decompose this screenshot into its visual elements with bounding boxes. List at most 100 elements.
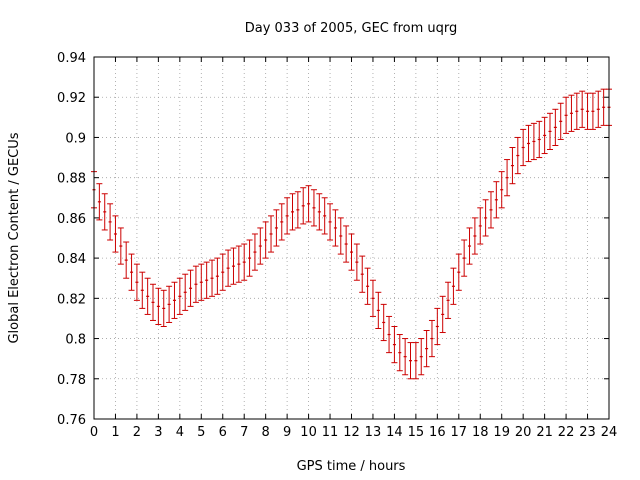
- data-point: [546, 112, 553, 151]
- y-tick-label: 0.78: [57, 373, 86, 388]
- data-point: [557, 102, 564, 140]
- data-point: [321, 197, 328, 235]
- x-tick-label: 24: [601, 425, 618, 440]
- data-point: [139, 271, 146, 309]
- x-tick-label: 11: [322, 425, 339, 440]
- data-point: [332, 209, 339, 247]
- data-point: [487, 191, 494, 229]
- data-point: [284, 197, 291, 235]
- data-point: [364, 267, 371, 305]
- data-point: [445, 281, 452, 319]
- data-point: [192, 265, 199, 303]
- x-tick-label: 7: [240, 425, 248, 440]
- x-tick-label: 6: [219, 425, 227, 440]
- y-axis-label: Global Electron Content / GECUs: [7, 132, 22, 343]
- x-tick-label: 22: [558, 425, 575, 440]
- data-point: [144, 277, 151, 315]
- data-point: [273, 209, 280, 247]
- x-tick-label: 5: [197, 425, 205, 440]
- x-tick-label: 23: [579, 425, 596, 440]
- data-point: [294, 191, 301, 229]
- x-tick-label: 16: [429, 425, 446, 440]
- data-point: [375, 291, 382, 329]
- x-tick-label: 0: [90, 425, 98, 440]
- x-tick-label: 9: [283, 425, 291, 440]
- y-tick-labels: 0.76 0.78 0.8 0.82 0.84 0.86 0.88 0.9 0.92 0.94: [57, 51, 86, 428]
- data-point: [268, 215, 275, 253]
- y-tick-label: 0.84: [57, 252, 86, 267]
- x-tick-label: 2: [133, 425, 141, 440]
- data-point: [219, 253, 226, 291]
- data-point: [155, 287, 162, 325]
- x-tick-label: 19: [493, 425, 510, 440]
- data-point: [520, 128, 527, 167]
- data-point: [514, 136, 521, 175]
- data-point: [251, 233, 258, 271]
- x-tick-label: 15: [408, 425, 425, 440]
- y-tick-label: 0.76: [57, 413, 86, 428]
- data-point: [391, 325, 398, 364]
- data-point: [498, 171, 505, 209]
- data-point: [380, 303, 387, 342]
- x-tick-label: 4: [176, 425, 184, 440]
- data-point: [541, 116, 548, 155]
- data-point: [563, 96, 570, 134]
- x-tick-label: 1: [111, 425, 119, 440]
- data-point: [455, 253, 462, 291]
- x-tick-label: 8: [262, 425, 270, 440]
- x-axis-label: GPS time / hours: [297, 459, 406, 474]
- data-point: [214, 257, 221, 295]
- data-point: [117, 227, 124, 265]
- y-tick-label: 0.82: [57, 292, 86, 307]
- data-point: [96, 183, 103, 221]
- data-point: [369, 279, 376, 317]
- y-tick-label: 0.9: [65, 131, 86, 146]
- data-point: [482, 199, 489, 237]
- data-point: [600, 88, 607, 126]
- y-tick-label: 0.94: [57, 51, 86, 66]
- y-tick-label: 0.8: [65, 333, 86, 348]
- data-point: [418, 338, 425, 376]
- data-point: [348, 233, 355, 271]
- data-point: [182, 273, 189, 311]
- data-point: [552, 108, 559, 146]
- data-point: [568, 94, 575, 132]
- data-point: [461, 239, 468, 277]
- x-tick-label: 17: [451, 425, 468, 440]
- data-point: [230, 247, 237, 285]
- data-point: [573, 92, 580, 130]
- x-tick-labels: 0 1 2 3 4 5 6 7 8 9 10 11 12 13 14 15 16 17 18 19 20 21 22 23 24: [90, 425, 617, 440]
- data-point: [428, 319, 435, 358]
- x-tick-label: 14: [386, 425, 403, 440]
- data-point: [359, 255, 366, 293]
- data-point: [123, 241, 130, 279]
- data-point: [160, 289, 167, 327]
- data-point: [504, 159, 511, 197]
- data-point: [536, 120, 543, 159]
- data-point: [509, 147, 516, 185]
- data-point: [579, 90, 586, 128]
- data-point: [198, 263, 205, 301]
- data-point: [471, 217, 478, 255]
- y-tick-label: 0.92: [57, 91, 86, 106]
- data-point: [257, 227, 264, 265]
- x-tick-label: 12: [343, 425, 360, 440]
- data-point: [439, 295, 446, 334]
- x-tick-label: 20: [515, 425, 532, 440]
- data-point: [316, 193, 323, 231]
- data-point: [133, 263, 140, 301]
- y-tick-label: 0.88: [57, 172, 86, 187]
- data-point: [386, 315, 393, 354]
- data-point: [187, 269, 194, 307]
- data-point: [112, 215, 119, 253]
- data-point: [412, 342, 419, 380]
- x-tick-label: 13: [365, 425, 382, 440]
- x-tick-label: 10: [300, 425, 317, 440]
- data-point: [477, 207, 484, 245]
- chart-title: Day 033 of 2005, GEC from uqrg: [245, 21, 458, 36]
- data-point: [209, 259, 216, 297]
- data-point: [289, 193, 296, 231]
- data-point: [171, 281, 178, 319]
- data-point: [530, 122, 537, 161]
